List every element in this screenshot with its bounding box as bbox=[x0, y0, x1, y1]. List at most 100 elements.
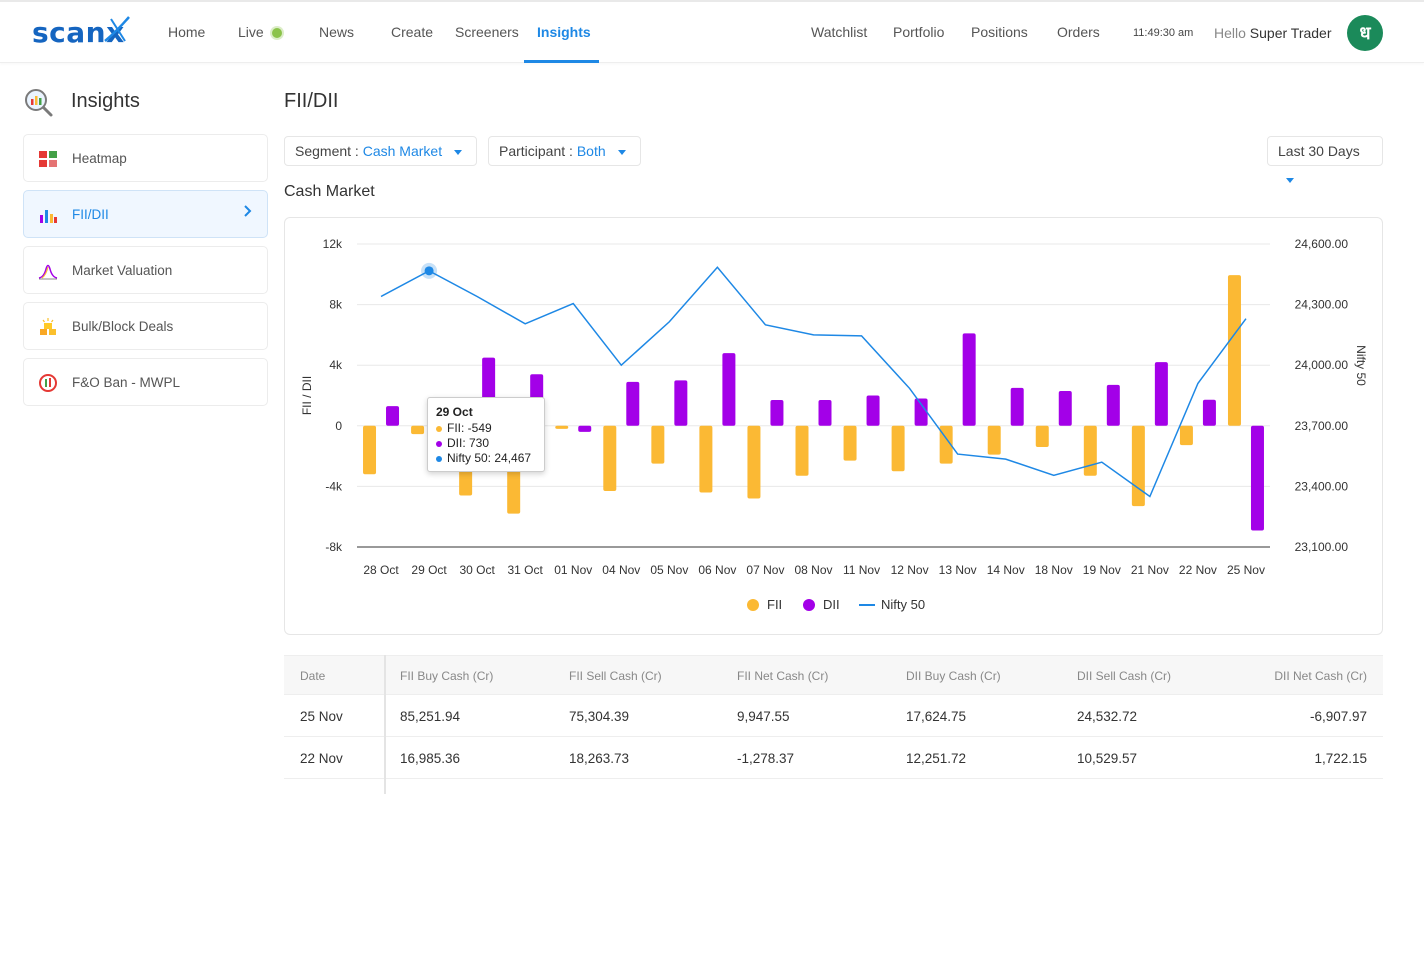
y2-tick-label: 24,300.00 bbox=[1295, 298, 1349, 312]
th-dii-sell[interactable]: DII Sell Cash (Cr) bbox=[1077, 669, 1172, 683]
fii-bar bbox=[987, 425, 1001, 455]
sidebar-item-market-valuation[interactable]: Market Valuation bbox=[23, 246, 268, 294]
sidebar-title: Insights bbox=[71, 90, 140, 112]
user-avatar[interactable]: ध bbox=[1347, 15, 1383, 51]
cell-fii-net: -1,278.37 bbox=[737, 751, 795, 766]
sidebar-item-label: Market Valuation bbox=[72, 263, 173, 278]
y2-tick-label: 23,400.00 bbox=[1295, 479, 1349, 493]
dii-bar bbox=[386, 406, 400, 426]
nav-insights[interactable]: Insights bbox=[537, 24, 591, 40]
cell-fii-buy: 16,985.36 bbox=[400, 751, 461, 766]
nav-portfolio[interactable]: Portfolio bbox=[893, 24, 945, 40]
date-range-dropdown[interactable]: Last 30 Days bbox=[1267, 136, 1383, 183]
nav-orders[interactable]: Orders bbox=[1057, 24, 1100, 40]
nav-screeners[interactable]: Screeners bbox=[455, 24, 519, 40]
table-header: Date FII Buy Cash (Cr) FII Sell Cash (Cr… bbox=[284, 655, 1383, 695]
legend-dii[interactable]: DII bbox=[803, 597, 840, 612]
fii-bar bbox=[699, 425, 713, 493]
fii-bar bbox=[891, 425, 905, 472]
th-fii-net[interactable]: FII Net Cash (Cr) bbox=[737, 669, 829, 683]
fii-legend-icon bbox=[747, 598, 759, 611]
fii-bar bbox=[747, 425, 761, 499]
th-fii-sell[interactable]: FII Sell Cash (Cr) bbox=[569, 669, 662, 683]
sidebar-item-bulk-block-deals[interactable]: Bulk/Block Deals bbox=[23, 302, 268, 350]
fii-bar bbox=[1083, 425, 1097, 476]
fii-bar bbox=[1131, 425, 1145, 507]
dii-bar bbox=[866, 395, 880, 426]
fii-bar bbox=[1035, 425, 1049, 448]
cell-dii-buy: 17,624.75 bbox=[906, 709, 967, 724]
fii-dii-chart[interactable]: 12k 24,600.00 8k 24,300.00 4k 24,000.00 0 23,70… bbox=[285, 218, 1384, 636]
nav-live[interactable]: Live bbox=[238, 24, 282, 40]
fii-dii-table: Date FII Buy Cash (Cr) FII Sell Cash (Cr… bbox=[284, 655, 1383, 794]
nifty-dot-icon bbox=[436, 455, 442, 462]
nav-positions[interactable]: Positions bbox=[971, 24, 1028, 40]
bell-curve-icon bbox=[38, 264, 58, 280]
segment-dropdown[interactable]: Segment : Cash Market bbox=[284, 136, 477, 166]
table-row[interactable]: 25 Nov 85,251.94 75,304.39 9,947.55 17,6… bbox=[284, 695, 1383, 737]
cell-dii-buy: 12,251.72 bbox=[906, 751, 967, 766]
x-tick-label: 13 Nov bbox=[939, 563, 977, 577]
sidebar-item-fii-dii[interactable]: FII/DII bbox=[23, 190, 268, 238]
scanx-logo[interactable]: scanx bbox=[32, 14, 131, 50]
nav-news[interactable]: News bbox=[319, 24, 355, 40]
nav-create[interactable]: Create bbox=[391, 24, 434, 40]
dii-bar bbox=[578, 425, 592, 432]
caret-down-icon bbox=[617, 149, 626, 155]
th-fii-buy[interactable]: FII Buy Cash (Cr) bbox=[400, 669, 494, 683]
fii-bar bbox=[363, 425, 377, 475]
live-status-icon bbox=[271, 28, 282, 39]
x-tick-label: 01 Nov bbox=[554, 563, 592, 577]
y-axis-title: FII / DII bbox=[300, 376, 314, 415]
legend-label: DII bbox=[823, 597, 840, 612]
segment-label: Segment : bbox=[295, 143, 359, 159]
cell-fii-sell: 75,304.39 bbox=[569, 709, 630, 724]
x-tick-label: 07 Nov bbox=[746, 563, 784, 577]
tooltip-dii-row: DII: 730 bbox=[436, 436, 536, 451]
fii-bar bbox=[939, 425, 953, 464]
market-clock: 11:49:30 am bbox=[1133, 27, 1194, 39]
th-date[interactable]: Date bbox=[300, 669, 326, 683]
y-tick-label: 8k bbox=[329, 298, 343, 312]
nav-home[interactable]: Home bbox=[168, 24, 206, 40]
legend-fii[interactable]: FII bbox=[747, 597, 782, 612]
x-tick-label: 14 Nov bbox=[987, 563, 1025, 577]
tooltip-title: 29 Oct bbox=[436, 405, 473, 419]
sidebar-item-heatmap[interactable]: Heatmap bbox=[23, 134, 268, 182]
fii-bar bbox=[651, 425, 665, 464]
x-tick-label: 08 Nov bbox=[794, 563, 832, 577]
tooltip-dii: DII: 730 bbox=[447, 436, 490, 450]
dii-bar bbox=[1106, 384, 1120, 426]
nav-watchlist[interactable]: Watchlist bbox=[811, 24, 868, 40]
dii-bar bbox=[914, 398, 928, 426]
x-tick-label: 05 Nov bbox=[650, 563, 688, 577]
legend-nifty[interactable]: Nifty 50 bbox=[859, 597, 925, 612]
greeting: Hello Super Trader bbox=[1214, 25, 1332, 41]
dii-bar bbox=[722, 353, 736, 426]
dii-dot-icon bbox=[436, 440, 442, 447]
x-tick-label: 31 Oct bbox=[508, 563, 544, 577]
y2-tick-label: 24,000.00 bbox=[1295, 358, 1349, 372]
th-dii-buy[interactable]: DII Buy Cash (Cr) bbox=[906, 669, 1001, 683]
x-tick-label: 12 Nov bbox=[891, 563, 929, 577]
th-dii-net[interactable]: DII Net Cash (Cr) bbox=[1274, 669, 1367, 683]
x-tick-label: 11 Nov bbox=[843, 563, 880, 577]
chart-tooltip: 29 Oct FII: -549 DII: 730 Nifty 50: 24,4… bbox=[427, 397, 545, 472]
y-tick-label: -4k bbox=[325, 479, 343, 493]
y-tick-label: -8k bbox=[325, 540, 343, 554]
tooltip-nifty: Nifty 50: 24,467 bbox=[447, 451, 532, 465]
y-tick-label: 4k bbox=[329, 358, 343, 372]
sidebar-item-label: Heatmap bbox=[72, 151, 127, 166]
table-row[interactable]: 22 Nov 16,985.36 18,263.73 -1,278.37 12,… bbox=[284, 737, 1383, 779]
logo-x-swoosh-icon bbox=[103, 16, 130, 42]
sidebar-item-label: FII/DII bbox=[72, 207, 109, 222]
chevron-right-icon bbox=[243, 204, 253, 223]
x-tick-label: 04 Nov bbox=[602, 563, 640, 577]
sidebar-item-fo-ban-mwpl[interactable]: F&O Ban - MWPL bbox=[23, 358, 268, 406]
nifty-line bbox=[380, 266, 1247, 498]
date-range-value: Last 30 Days bbox=[1278, 143, 1360, 159]
fii-dot-icon bbox=[436, 425, 442, 432]
dii-bar bbox=[1154, 362, 1168, 426]
participant-dropdown[interactable]: Participant : Both bbox=[488, 136, 641, 166]
dii-bar bbox=[1202, 399, 1216, 426]
